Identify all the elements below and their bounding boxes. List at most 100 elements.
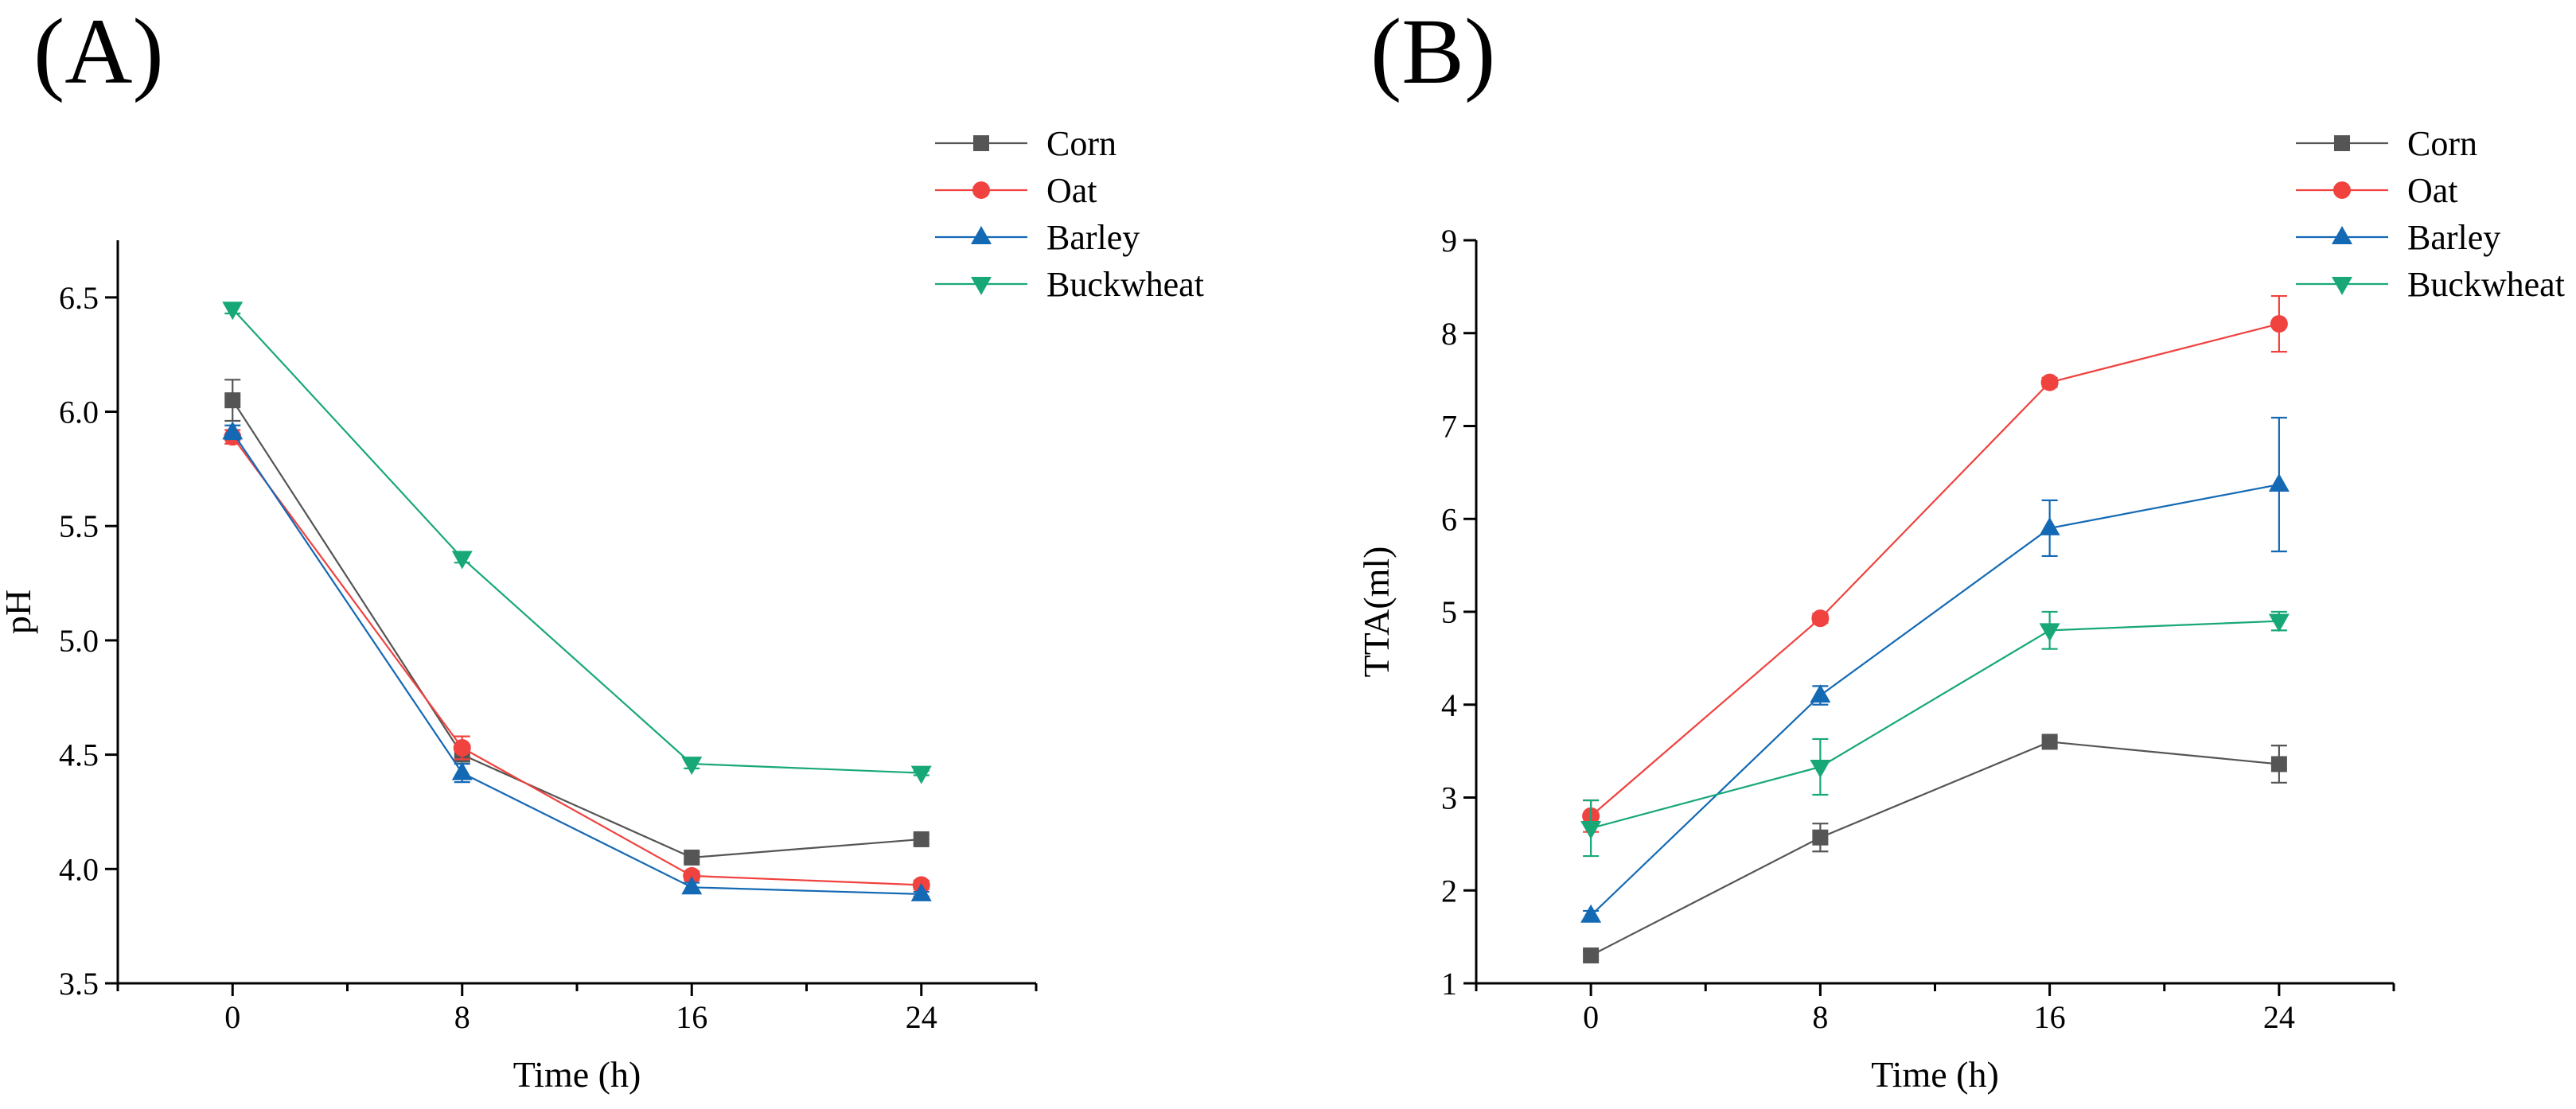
legend-marker <box>973 135 989 151</box>
legend-marker <box>2332 277 2352 295</box>
legend-marker <box>971 226 992 244</box>
y-tick-label: 6 <box>1441 501 1457 537</box>
series-line-corn <box>1590 741 2279 956</box>
x-tick-label: 16 <box>2034 999 2066 1035</box>
legend-marker <box>2332 226 2352 244</box>
legend-label: Buckwheat <box>1046 265 1204 304</box>
data-point-barley <box>451 761 473 780</box>
y-axis-title: pH <box>0 590 38 634</box>
data-point-oat <box>1811 609 1830 628</box>
x-tick-label: 8 <box>454 999 470 1035</box>
series-line-buckwheat <box>1590 620 2279 830</box>
data-point-oat <box>683 866 701 885</box>
legend-item-buckwheat: Buckwheat <box>935 265 1204 304</box>
x-tick-label: 8 <box>1812 999 1828 1035</box>
series-buckwheat <box>1580 610 2290 858</box>
data-point-barley <box>681 876 703 895</box>
data-point-barley <box>2268 473 2290 492</box>
y-axis-title: TTA(ml) <box>1356 547 1397 678</box>
data-point-oat <box>2040 373 2059 391</box>
legend-item-barley: Barley <box>2296 218 2500 257</box>
data-point-buckwheat <box>1580 821 1602 840</box>
legend-marker <box>2333 181 2351 199</box>
panel-a: (A) 3.5 4.0 4.5 5.0 5.5 6.0 6.5 0 8 16 24 Time (h) pH… <box>0 0 1204 1095</box>
x-tick-label: 16 <box>676 999 707 1035</box>
data-point-barley <box>222 421 244 440</box>
legend-item-corn: Corn <box>2296 124 2477 163</box>
series-line-buckwheat <box>232 308 922 774</box>
data-point-corn <box>1583 947 1600 963</box>
series-line-oat <box>232 436 922 886</box>
data-point-oat <box>453 738 471 757</box>
x-tick-label: 24 <box>2263 999 2295 1035</box>
data-point-corn <box>2270 756 2287 772</box>
data-point-buckwheat <box>1810 759 1831 778</box>
y-tick-label: 4.5 <box>59 737 99 773</box>
panel-label: (B) <box>1370 0 1495 103</box>
data-point-oat <box>2270 315 2288 333</box>
data-point-corn <box>224 392 241 409</box>
y-tick-label: 8 <box>1441 316 1457 352</box>
x-tick-label: 24 <box>906 999 937 1035</box>
data-point-barley <box>910 882 932 901</box>
series-corn <box>1583 733 2287 963</box>
y-tick-label: 1 <box>1441 966 1457 1002</box>
y-tick-label: 7 <box>1441 409 1457 445</box>
data-point-corn <box>2041 733 2058 750</box>
data-point-buckwheat <box>2268 613 2290 632</box>
x-axis-title: Time (h) <box>513 1054 641 1095</box>
series-barley <box>1580 416 2290 923</box>
y-tick-label: 6.0 <box>59 395 99 430</box>
panel-b: (B) 1 2 3 4 5 6 7 8 9 0 8 16 24 Time (h) TTA(ml) Corn Oat… <box>1356 0 2565 1095</box>
data-point-buckwheat <box>451 551 473 570</box>
legend-marker <box>2334 135 2350 151</box>
data-point-corn <box>1812 829 1829 846</box>
series-line-oat <box>1590 323 2280 817</box>
y-tick-label: 3 <box>1441 780 1457 816</box>
series-corn <box>224 379 929 866</box>
legend-label: Barley <box>2407 218 2500 257</box>
series-line-barley <box>232 431 922 896</box>
data-point-corn <box>684 849 700 866</box>
y-tick-label: 5.0 <box>59 623 99 659</box>
y-tick-label: 3.5 <box>59 966 99 1002</box>
legend-label: Oat <box>2407 171 2458 210</box>
series-line-barley <box>1590 483 2280 916</box>
legend-marker <box>972 181 990 199</box>
legend-label: Oat <box>1046 171 1097 210</box>
legend-item-barley: Barley <box>935 218 1140 257</box>
data-point-barley <box>2039 516 2060 535</box>
legend-label: Barley <box>1046 218 1140 257</box>
legend-item-buckwheat: Buckwheat <box>2296 265 2565 304</box>
y-tick-label: 2 <box>1441 873 1457 909</box>
data-point-barley <box>1580 904 1602 923</box>
legend-item-corn: Corn <box>935 124 1117 163</box>
legend: Corn Oat Barley Buckwheat <box>2296 124 2565 304</box>
series-line-corn <box>232 399 922 859</box>
y-tick-label: 5.5 <box>59 508 99 544</box>
data-point-buckwheat <box>222 302 244 321</box>
legend-marker <box>971 277 992 295</box>
legend-item-oat: Oat <box>935 171 1097 210</box>
panel-label: (A) <box>33 0 164 103</box>
legend: Corn Oat Barley Buckwheat <box>935 124 1204 304</box>
legend-label: Corn <box>2407 124 2477 163</box>
series-buckwheat <box>222 302 932 784</box>
y-tick-label: 6.5 <box>59 280 99 316</box>
x-tick-label: 0 <box>1583 999 1599 1035</box>
x-tick-label: 0 <box>224 999 240 1035</box>
y-tick-label: 9 <box>1441 223 1457 259</box>
data-point-corn <box>913 831 929 847</box>
series-oat <box>1582 294 2288 833</box>
y-tick-label: 4.0 <box>59 851 99 887</box>
legend-label: Buckwheat <box>2407 265 2565 304</box>
y-tick-label: 5 <box>1441 594 1457 630</box>
x-axis-title: Time (h) <box>1871 1054 1999 1095</box>
series-barley <box>222 421 932 901</box>
legend-label: Corn <box>1046 124 1117 163</box>
legend-item-oat: Oat <box>2296 171 2458 210</box>
data-point-buckwheat <box>681 757 703 776</box>
y-tick-label: 4 <box>1441 687 1457 723</box>
data-point-barley <box>1810 684 1831 703</box>
